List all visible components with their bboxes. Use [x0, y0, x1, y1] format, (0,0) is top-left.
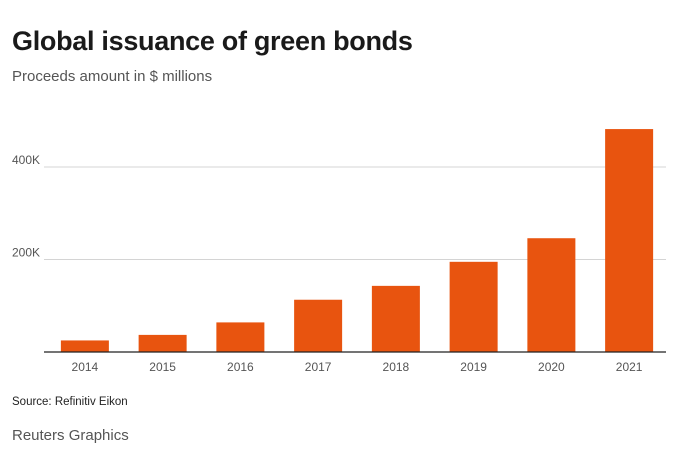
x-tick-label: 2020 [538, 360, 565, 374]
bar-2020 [527, 238, 576, 352]
bar-chart: 200K 400K 2014 2015 2016 2017 2018 2019 2020 2021 [12, 129, 666, 374]
x-tick-label: 2019 [460, 360, 487, 374]
bar-2021 [605, 129, 654, 352]
bar-2019 [449, 261, 498, 352]
bar-2017 [294, 299, 343, 352]
y-tick-label: 200K [12, 246, 40, 260]
graphics-credit: Reuters Graphics [12, 427, 129, 444]
x-tick-label: 2017 [305, 360, 332, 374]
x-tick-label: 2015 [149, 360, 176, 374]
chart-title: Global issuance of green bonds [12, 26, 413, 56]
source-note: Source: Refinitiv Eikon [12, 396, 128, 408]
bar-2018 [371, 285, 420, 352]
x-tick-label: 2018 [383, 360, 410, 374]
y-tick-label: 400K [12, 153, 40, 167]
x-tick-label: 2014 [72, 360, 99, 374]
x-tick-label: 2016 [227, 360, 254, 374]
bar-2014 [60, 340, 109, 352]
chart-subtitle: Proceeds amount in $ millions [12, 68, 213, 85]
x-tick-label: 2021 [616, 360, 643, 374]
bar-2016 [216, 322, 265, 352]
bar-2015 [138, 334, 187, 352]
